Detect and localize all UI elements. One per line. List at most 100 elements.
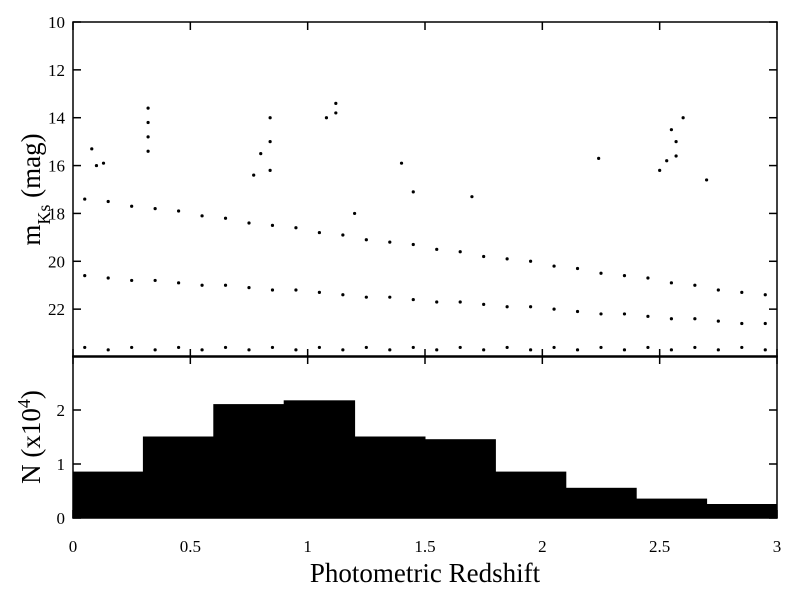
point bbox=[94, 163, 99, 168]
point bbox=[106, 276, 110, 280]
point bbox=[146, 120, 150, 125]
point bbox=[763, 321, 767, 326]
point bbox=[388, 348, 392, 352]
point bbox=[575, 309, 580, 314]
bar bbox=[565, 487, 637, 519]
point bbox=[106, 199, 110, 204]
point bbox=[411, 297, 415, 302]
point bbox=[529, 305, 533, 309]
point bbox=[177, 281, 181, 285]
point bbox=[599, 345, 603, 350]
point bbox=[101, 161, 106, 165]
point bbox=[106, 348, 110, 352]
bar bbox=[283, 400, 356, 519]
point bbox=[388, 240, 392, 244]
point bbox=[411, 345, 415, 350]
point bbox=[505, 305, 509, 309]
point bbox=[146, 149, 150, 153]
point bbox=[223, 216, 228, 220]
y-axis-label-part: m bbox=[16, 225, 46, 246]
point bbox=[270, 223, 275, 227]
point bbox=[270, 288, 275, 292]
point bbox=[294, 226, 298, 230]
point bbox=[146, 135, 150, 139]
y-tick-label: 16 bbox=[48, 157, 65, 176]
bar bbox=[635, 498, 708, 519]
point bbox=[740, 345, 744, 350]
point bbox=[177, 345, 181, 350]
point bbox=[247, 221, 251, 225]
bar bbox=[706, 504, 778, 519]
point bbox=[341, 233, 345, 237]
y-axis-label: mKs (mag) bbox=[16, 133, 54, 245]
point bbox=[669, 348, 674, 352]
point bbox=[552, 264, 556, 268]
point bbox=[716, 348, 720, 352]
y-tick-label: 2 bbox=[57, 401, 66, 420]
point bbox=[130, 345, 134, 350]
x-tick-label: 2 bbox=[538, 537, 547, 556]
point bbox=[646, 276, 650, 280]
point bbox=[458, 345, 462, 350]
point bbox=[529, 259, 533, 263]
x-axis-label: Photometric Redshift bbox=[310, 558, 541, 588]
point bbox=[646, 314, 650, 318]
point bbox=[341, 293, 345, 297]
point bbox=[681, 116, 685, 120]
point bbox=[353, 211, 357, 216]
point bbox=[130, 204, 134, 208]
point bbox=[575, 348, 580, 352]
point bbox=[575, 266, 580, 271]
point bbox=[482, 254, 486, 259]
point bbox=[317, 230, 321, 235]
bar bbox=[354, 436, 426, 519]
point bbox=[324, 116, 329, 120]
point bbox=[411, 242, 415, 247]
point bbox=[458, 300, 462, 304]
point bbox=[268, 168, 272, 172]
point bbox=[200, 283, 204, 287]
point bbox=[763, 348, 767, 352]
point bbox=[388, 295, 392, 299]
point bbox=[669, 128, 674, 132]
point bbox=[247, 286, 251, 290]
x-tick-label: 0 bbox=[69, 537, 78, 556]
point bbox=[153, 207, 157, 211]
point bbox=[223, 345, 228, 350]
x-tick-label: 1 bbox=[303, 537, 312, 556]
x-tick-label: 3 bbox=[773, 537, 782, 556]
point bbox=[294, 288, 298, 292]
point bbox=[146, 106, 150, 110]
point bbox=[622, 274, 627, 278]
point bbox=[83, 274, 87, 278]
point bbox=[268, 116, 272, 120]
point bbox=[341, 348, 345, 352]
point bbox=[482, 302, 486, 306]
point bbox=[268, 140, 272, 144]
point bbox=[740, 321, 744, 326]
point bbox=[716, 319, 720, 323]
point bbox=[599, 271, 603, 275]
point bbox=[435, 348, 439, 352]
point bbox=[247, 348, 251, 352]
x-tick-label: 0.5 bbox=[180, 537, 201, 556]
point bbox=[364, 295, 368, 299]
point bbox=[669, 281, 674, 285]
point bbox=[482, 348, 486, 352]
point bbox=[552, 307, 556, 311]
point bbox=[716, 288, 720, 292]
bar bbox=[142, 436, 215, 519]
point bbox=[622, 312, 627, 316]
y-axis-label-part: ) bbox=[16, 390, 46, 399]
point bbox=[599, 312, 603, 316]
point bbox=[597, 156, 601, 160]
y-axis-label-part: 4 bbox=[14, 399, 34, 408]
bar bbox=[494, 471, 567, 519]
y-axis-label-part: N (x10 bbox=[16, 408, 46, 484]
y-axis-label-part: (mag) bbox=[16, 133, 46, 204]
point bbox=[200, 214, 204, 218]
point bbox=[153, 278, 157, 283]
y-axis-label: N (x104) bbox=[14, 390, 46, 484]
y-axis-label-part: Ks bbox=[34, 205, 54, 225]
x-tick-label: 1.5 bbox=[414, 537, 435, 556]
